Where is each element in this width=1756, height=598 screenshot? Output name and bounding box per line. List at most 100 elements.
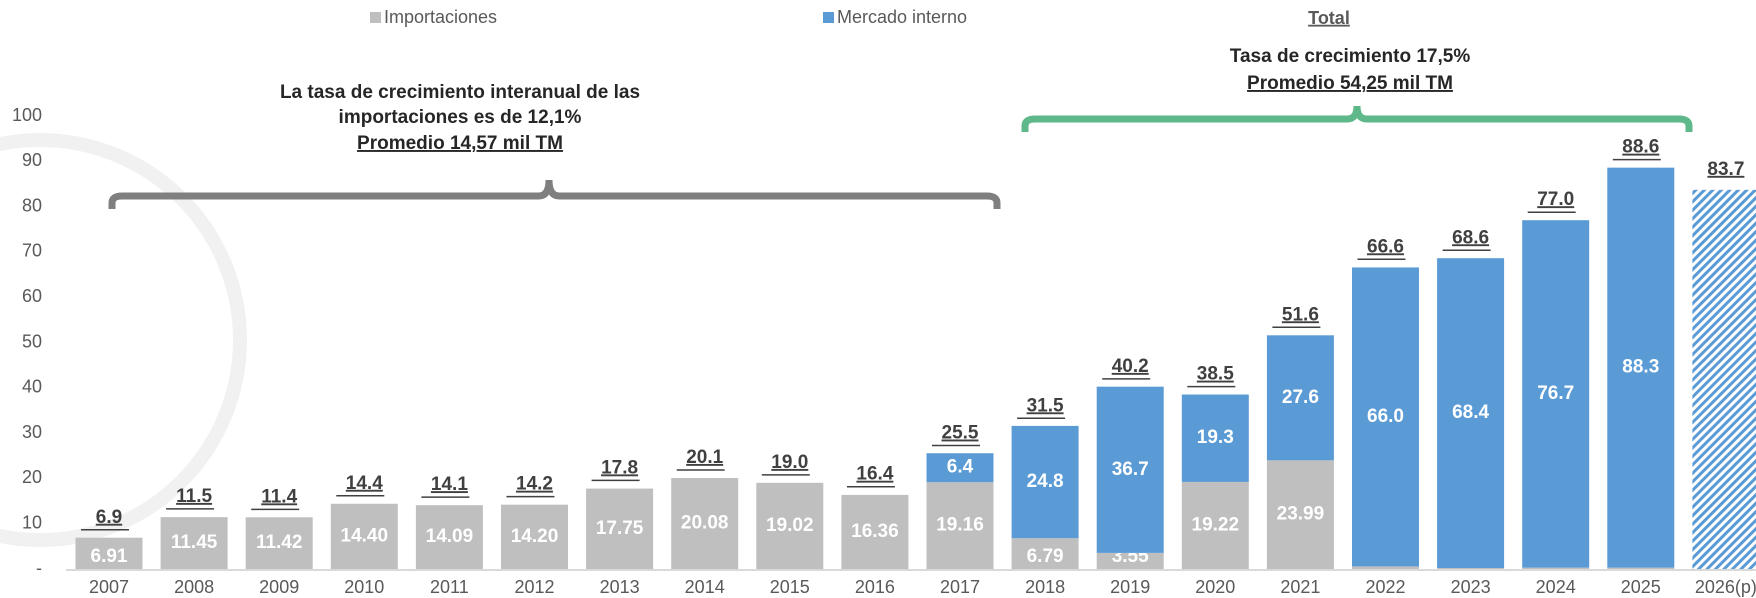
annotation: importaciones es de 12,1%: [339, 107, 582, 128]
x-tick-label: 2016: [855, 577, 895, 597]
bar-segment: [330, 503, 398, 569]
total-label: 11.4: [261, 486, 297, 507]
x-tick-label: 2022: [1365, 577, 1405, 597]
total-label: 77.0: [1537, 189, 1574, 210]
x-tick-label: 2012: [514, 577, 554, 597]
total-label: 66.6: [1367, 236, 1404, 257]
data-label: 66.0: [1367, 406, 1404, 427]
legend-swatch: [823, 12, 834, 23]
data-label: 6.91: [91, 546, 128, 567]
y-tick-label: 90: [22, 150, 42, 170]
bar-segment: [671, 478, 739, 569]
bar-segment: [1522, 220, 1590, 568]
bar-segment: [1522, 567, 1590, 569]
x-tick-label: 2015: [770, 577, 810, 597]
data-label: 19.02: [766, 515, 814, 536]
bar-segment: [926, 482, 994, 569]
data-label: 36.7: [1112, 459, 1149, 480]
bar-segment: [756, 482, 824, 569]
total-label: 14.2: [516, 474, 553, 495]
bar-segment: [1011, 538, 1079, 569]
data-label: 27.6: [1282, 387, 1319, 408]
bar-segment: [1352, 267, 1419, 567]
background-decoration: [0, 133, 247, 547]
x-tick-label: 2018: [1025, 577, 1065, 597]
bracket: [1021, 105, 1693, 132]
bar-segment: [1352, 566, 1419, 569]
x-tick-label: 2023: [1451, 577, 1491, 597]
data-label: 19.22: [1192, 514, 1240, 535]
y-tick-label: 100: [12, 105, 42, 125]
y-tick-label: 70: [22, 241, 42, 261]
data-label: 16.36: [851, 521, 899, 542]
total-label: 19.0: [771, 452, 808, 473]
x-tick-label: 2011: [430, 577, 469, 597]
legend-label: Importaciones: [384, 7, 497, 27]
x-tick-label: 2007: [89, 577, 129, 597]
y-tick-label: -: [36, 558, 42, 578]
x-tick-label: 2020: [1195, 577, 1235, 597]
x-tick-label: 2009: [259, 577, 299, 597]
x-tick-label: 2024: [1536, 577, 1576, 597]
y-tick-label: 40: [22, 377, 42, 397]
x-tick-label: 2019: [1110, 577, 1150, 597]
legend-label: Total: [1308, 8, 1350, 28]
total-label: 38.5: [1197, 364, 1234, 385]
total-label: 88.6: [1622, 137, 1659, 158]
data-label: 6.4: [947, 457, 974, 478]
data-label: 17.75: [596, 518, 644, 539]
data-label: 76.7: [1537, 383, 1574, 404]
bar-segment: [841, 494, 909, 569]
data-label: 11.42: [256, 532, 303, 553]
y-tick-label: 80: [22, 195, 42, 215]
data-label: 14.40: [341, 525, 389, 546]
annotation: La tasa de crecimiento interanual de las: [280, 82, 640, 103]
bar-segment: [160, 517, 228, 569]
total-label: 25.5: [942, 423, 979, 444]
x-tick-label: 2025: [1621, 577, 1661, 597]
data-label: 14.20: [511, 526, 559, 547]
x-tick-label: 2010: [344, 577, 384, 597]
data-label: 14.09: [426, 526, 474, 547]
bar-segment: [1607, 567, 1675, 569]
total-label: 20.1: [686, 447, 723, 468]
legend-swatch: [370, 12, 381, 23]
bar-segment: [75, 537, 143, 569]
total-label: 11.5: [176, 486, 212, 507]
total-label: 16.4: [856, 464, 893, 485]
bar-segment: [1437, 568, 1505, 569]
bar-segment: [415, 505, 483, 569]
bar-segment: [1266, 460, 1334, 569]
x-tick-label: 2013: [600, 577, 640, 597]
x-tick-label: 2021: [1280, 577, 1320, 597]
total-label: 6.9: [96, 507, 122, 528]
data-label: 88.3: [1622, 357, 1659, 378]
annotation: Promedio 14,57 mil TM: [357, 133, 563, 154]
bar-segment: [1266, 335, 1334, 461]
total-label: 83.7: [1707, 159, 1744, 180]
total-label: 51.6: [1282, 304, 1319, 325]
data-label: 24.8: [1027, 471, 1064, 492]
data-label: 20.08: [681, 513, 729, 534]
y-tick-label: 60: [22, 286, 42, 306]
x-tick-label: 2008: [174, 577, 214, 597]
bar-segment: [586, 488, 654, 569]
bar-segment: [1096, 552, 1164, 569]
data-label: 6.79: [1027, 546, 1064, 567]
y-tick-label: 10: [22, 512, 42, 532]
x-tick-label: 2014: [685, 577, 725, 597]
total-label: 31.5: [1027, 395, 1064, 416]
total-label: 14.1: [431, 474, 468, 495]
y-tick-label: 50: [22, 331, 42, 351]
x-tick-label: 2026(p): [1695, 577, 1756, 597]
bar-segment: [926, 453, 994, 483]
y-tick-label: 20: [22, 467, 42, 487]
data-label: 23.99: [1277, 504, 1325, 525]
data-label: 19.16: [936, 515, 984, 536]
x-tick-label: 2017: [940, 577, 980, 597]
bar-segment: [1181, 481, 1249, 569]
data-label: 19.3: [1197, 427, 1234, 448]
bar-segment: [1437, 258, 1505, 569]
bar-segment: [1096, 386, 1164, 553]
